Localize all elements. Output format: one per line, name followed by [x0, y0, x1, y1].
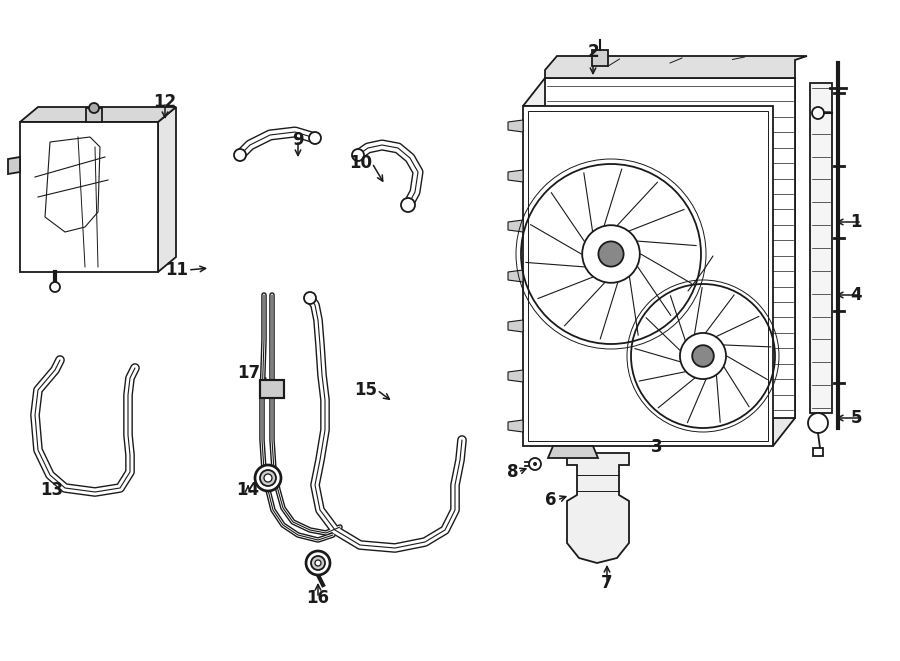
Text: 8: 8: [507, 463, 518, 481]
Circle shape: [692, 345, 714, 367]
Text: 14: 14: [237, 481, 259, 499]
Circle shape: [260, 470, 276, 486]
Text: 6: 6: [545, 491, 557, 509]
Polygon shape: [508, 320, 523, 332]
Circle shape: [234, 149, 246, 161]
Polygon shape: [508, 270, 523, 282]
Polygon shape: [8, 157, 20, 174]
Polygon shape: [545, 78, 795, 418]
Bar: [260, 380, 284, 398]
Circle shape: [255, 465, 281, 491]
Polygon shape: [158, 107, 176, 272]
Polygon shape: [548, 446, 598, 458]
Circle shape: [598, 241, 624, 266]
Polygon shape: [523, 78, 795, 106]
Polygon shape: [508, 420, 523, 432]
Text: 13: 13: [40, 481, 63, 499]
Text: 10: 10: [349, 154, 372, 172]
Bar: [528, 111, 768, 441]
Circle shape: [533, 462, 537, 466]
Text: 9: 9: [292, 131, 304, 149]
Polygon shape: [567, 453, 629, 563]
Polygon shape: [508, 170, 523, 182]
Circle shape: [311, 556, 325, 570]
Bar: [813, 448, 823, 456]
Circle shape: [264, 474, 272, 482]
Circle shape: [352, 149, 364, 161]
Text: 4: 4: [850, 286, 862, 304]
Polygon shape: [20, 107, 176, 122]
Polygon shape: [523, 106, 773, 446]
Bar: [810, 83, 832, 413]
Polygon shape: [773, 78, 795, 446]
Polygon shape: [545, 56, 807, 78]
Text: 15: 15: [354, 381, 377, 399]
Text: 2: 2: [587, 43, 599, 61]
Text: 17: 17: [237, 364, 260, 382]
Circle shape: [812, 107, 824, 119]
Text: 1: 1: [850, 213, 862, 231]
Bar: [20, 122, 158, 272]
Circle shape: [309, 132, 321, 144]
Polygon shape: [508, 370, 523, 382]
Text: 16: 16: [307, 589, 329, 607]
Circle shape: [304, 292, 316, 304]
Bar: [592, 50, 608, 66]
Circle shape: [808, 413, 828, 433]
Text: 11: 11: [165, 261, 188, 279]
Polygon shape: [508, 220, 523, 232]
Circle shape: [401, 198, 415, 212]
Circle shape: [50, 282, 60, 292]
Text: 5: 5: [850, 409, 862, 427]
Circle shape: [315, 560, 321, 566]
Text: 3: 3: [652, 438, 662, 456]
Circle shape: [529, 458, 541, 470]
Polygon shape: [508, 120, 523, 132]
Text: 7: 7: [601, 574, 613, 592]
Text: 12: 12: [153, 93, 176, 111]
Bar: [86, 108, 102, 122]
Circle shape: [89, 103, 99, 113]
Circle shape: [306, 551, 330, 575]
